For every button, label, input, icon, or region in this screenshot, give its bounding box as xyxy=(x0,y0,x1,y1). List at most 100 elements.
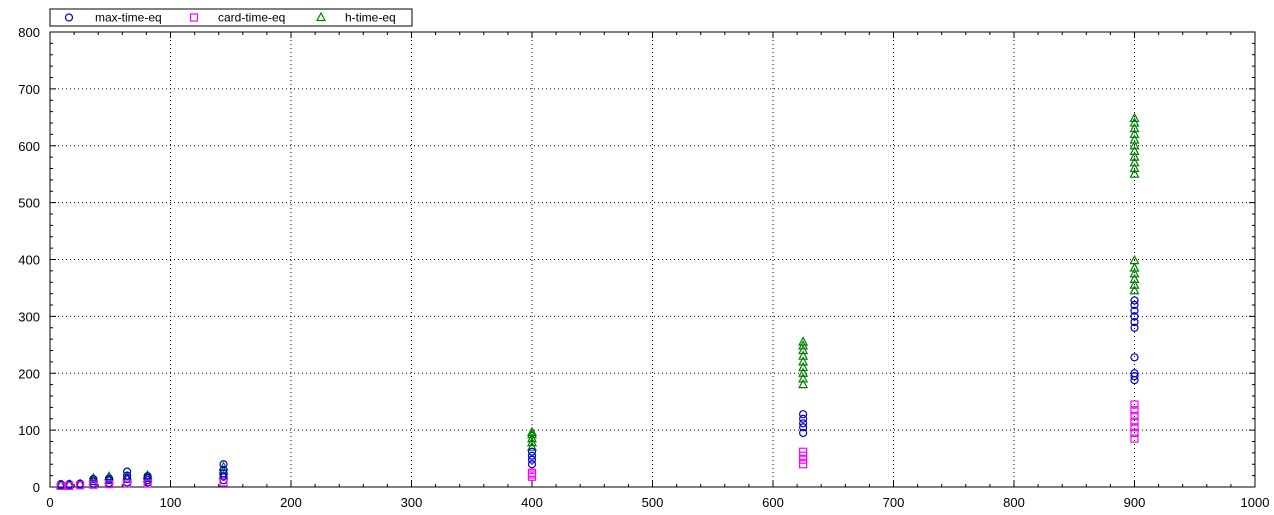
point-max-time-eq xyxy=(1130,317,1139,327)
point-card-time-eq xyxy=(1130,406,1139,415)
point-max-time-eq xyxy=(104,474,114,483)
point-card-time-eq xyxy=(1130,423,1139,432)
series-max-time-eq xyxy=(56,296,1139,490)
point-max-time-eq xyxy=(799,410,808,419)
point-h-time-eq xyxy=(1129,145,1140,156)
point-h-time-eq xyxy=(798,373,809,383)
series-card-time-eq xyxy=(56,400,1139,490)
point-h-time-eq xyxy=(1129,117,1140,127)
point-card-time-eq xyxy=(1130,400,1139,409)
point-max-time-eq xyxy=(219,469,228,478)
point-max-time-eq xyxy=(527,455,537,464)
legend-marker-card-time-eq xyxy=(189,13,199,22)
point-max-time-eq xyxy=(1130,306,1139,315)
point-max-time-eq xyxy=(123,467,132,476)
point-h-time-eq xyxy=(1129,267,1140,278)
point-card-time-eq xyxy=(143,479,152,488)
point-max-time-eq xyxy=(799,419,808,428)
point-max-time-eq xyxy=(123,471,132,480)
point-h-time-eq xyxy=(1129,112,1140,123)
point-h-time-eq xyxy=(1129,128,1140,138)
point-max-time-eq xyxy=(1130,300,1139,310)
grid xyxy=(50,32,1255,487)
point-h-time-eq xyxy=(798,350,809,360)
point-max-time-eq xyxy=(219,465,228,475)
x-tick-label: 800 xyxy=(1003,495,1025,510)
point-h-time-eq xyxy=(1129,262,1140,272)
point-card-time-eq xyxy=(1130,434,1139,443)
point-max-time-eq xyxy=(527,451,537,460)
point-h-time-eq xyxy=(1129,134,1140,144)
x-tick-label: 500 xyxy=(642,495,664,510)
point-max-time-eq xyxy=(1130,369,1139,378)
point-card-time-eq xyxy=(1130,417,1139,426)
point-max-time-eq xyxy=(219,460,228,469)
y-tick-label: 100 xyxy=(18,423,40,438)
legend: max-time-eq card-time-eq h-time-eq xyxy=(49,8,413,27)
point-h-time-eq xyxy=(798,344,809,355)
data-series xyxy=(55,112,1140,490)
point-max-time-eq xyxy=(1130,312,1139,321)
legend-label-h-time-eq: h-time-eq xyxy=(345,11,396,25)
x-tick-label: 100 xyxy=(160,495,182,510)
point-max-time-eq xyxy=(1130,296,1139,305)
x-tick-label: 600 xyxy=(762,495,784,510)
y-tick-label: 700 xyxy=(18,82,40,97)
point-max-time-eq xyxy=(89,474,98,484)
point-card-time-eq xyxy=(799,460,808,469)
point-h-time-eq xyxy=(798,361,809,372)
y-tick-label: 800 xyxy=(18,25,40,40)
point-h-time-eq xyxy=(798,367,809,377)
x-tick-label: 700 xyxy=(883,495,905,510)
point-card-time-eq xyxy=(219,478,228,487)
y-tick-label: 300 xyxy=(18,309,40,324)
legend-label-max-time-eq: max-time-eq xyxy=(95,11,162,25)
y-axis-tick-labels: 0 100 200 300 400 500 600 700 800 xyxy=(18,25,40,495)
x-axis-tick-labels: 0 100 200 300 400 500 600 700 800 900 1000 xyxy=(46,495,1269,510)
y-tick-label: 600 xyxy=(18,139,40,154)
y-tick-label: 0 xyxy=(33,480,40,495)
x-tick-label: 1000 xyxy=(1241,495,1270,510)
point-max-time-eq xyxy=(527,447,537,456)
point-h-time-eq xyxy=(798,378,809,389)
x-tick-label: 300 xyxy=(401,495,423,510)
point-max-time-eq xyxy=(1130,371,1139,381)
point-h-time-eq xyxy=(1129,157,1140,167)
point-h-time-eq xyxy=(1129,168,1140,178)
point-card-time-eq xyxy=(89,480,98,489)
legend-label-card-time-eq: card-time-eq xyxy=(218,11,285,25)
x-tick-label: 400 xyxy=(521,495,543,510)
point-h-time-eq xyxy=(1129,254,1140,265)
point-card-time-eq xyxy=(1130,428,1139,438)
point-h-time-eq xyxy=(1129,151,1140,161)
point-h-time-eq xyxy=(1129,162,1140,173)
point-h-time-eq xyxy=(527,441,537,451)
point-card-time-eq xyxy=(104,480,114,489)
point-card-time-eq xyxy=(76,481,85,490)
point-h-time-eq xyxy=(527,428,537,439)
point-h-time-eq xyxy=(1129,139,1140,150)
x-tick-label: 900 xyxy=(1124,495,1146,510)
point-max-time-eq xyxy=(1130,323,1139,332)
point-h-time-eq xyxy=(1129,285,1140,295)
point-max-time-eq xyxy=(799,414,808,423)
series-h-time-eq xyxy=(55,112,1140,489)
point-card-time-eq xyxy=(56,481,65,490)
y-tick-label: 400 xyxy=(18,253,40,268)
axis-ticks xyxy=(49,31,1256,488)
point-h-time-eq xyxy=(527,426,537,436)
point-card-time-eq xyxy=(527,468,537,477)
point-max-time-eq xyxy=(799,428,808,438)
point-h-time-eq xyxy=(1129,279,1140,289)
point-card-time-eq xyxy=(65,481,74,490)
y-tick-label: 500 xyxy=(18,196,40,211)
point-h-time-eq xyxy=(1129,273,1140,284)
point-h-time-eq xyxy=(798,336,809,346)
y-tick-label: 200 xyxy=(18,366,40,381)
point-card-time-eq xyxy=(1130,411,1139,421)
point-max-time-eq xyxy=(527,460,537,469)
point-card-time-eq xyxy=(799,447,808,456)
x-tick-label: 200 xyxy=(280,495,302,510)
point-max-time-eq xyxy=(1130,353,1139,362)
